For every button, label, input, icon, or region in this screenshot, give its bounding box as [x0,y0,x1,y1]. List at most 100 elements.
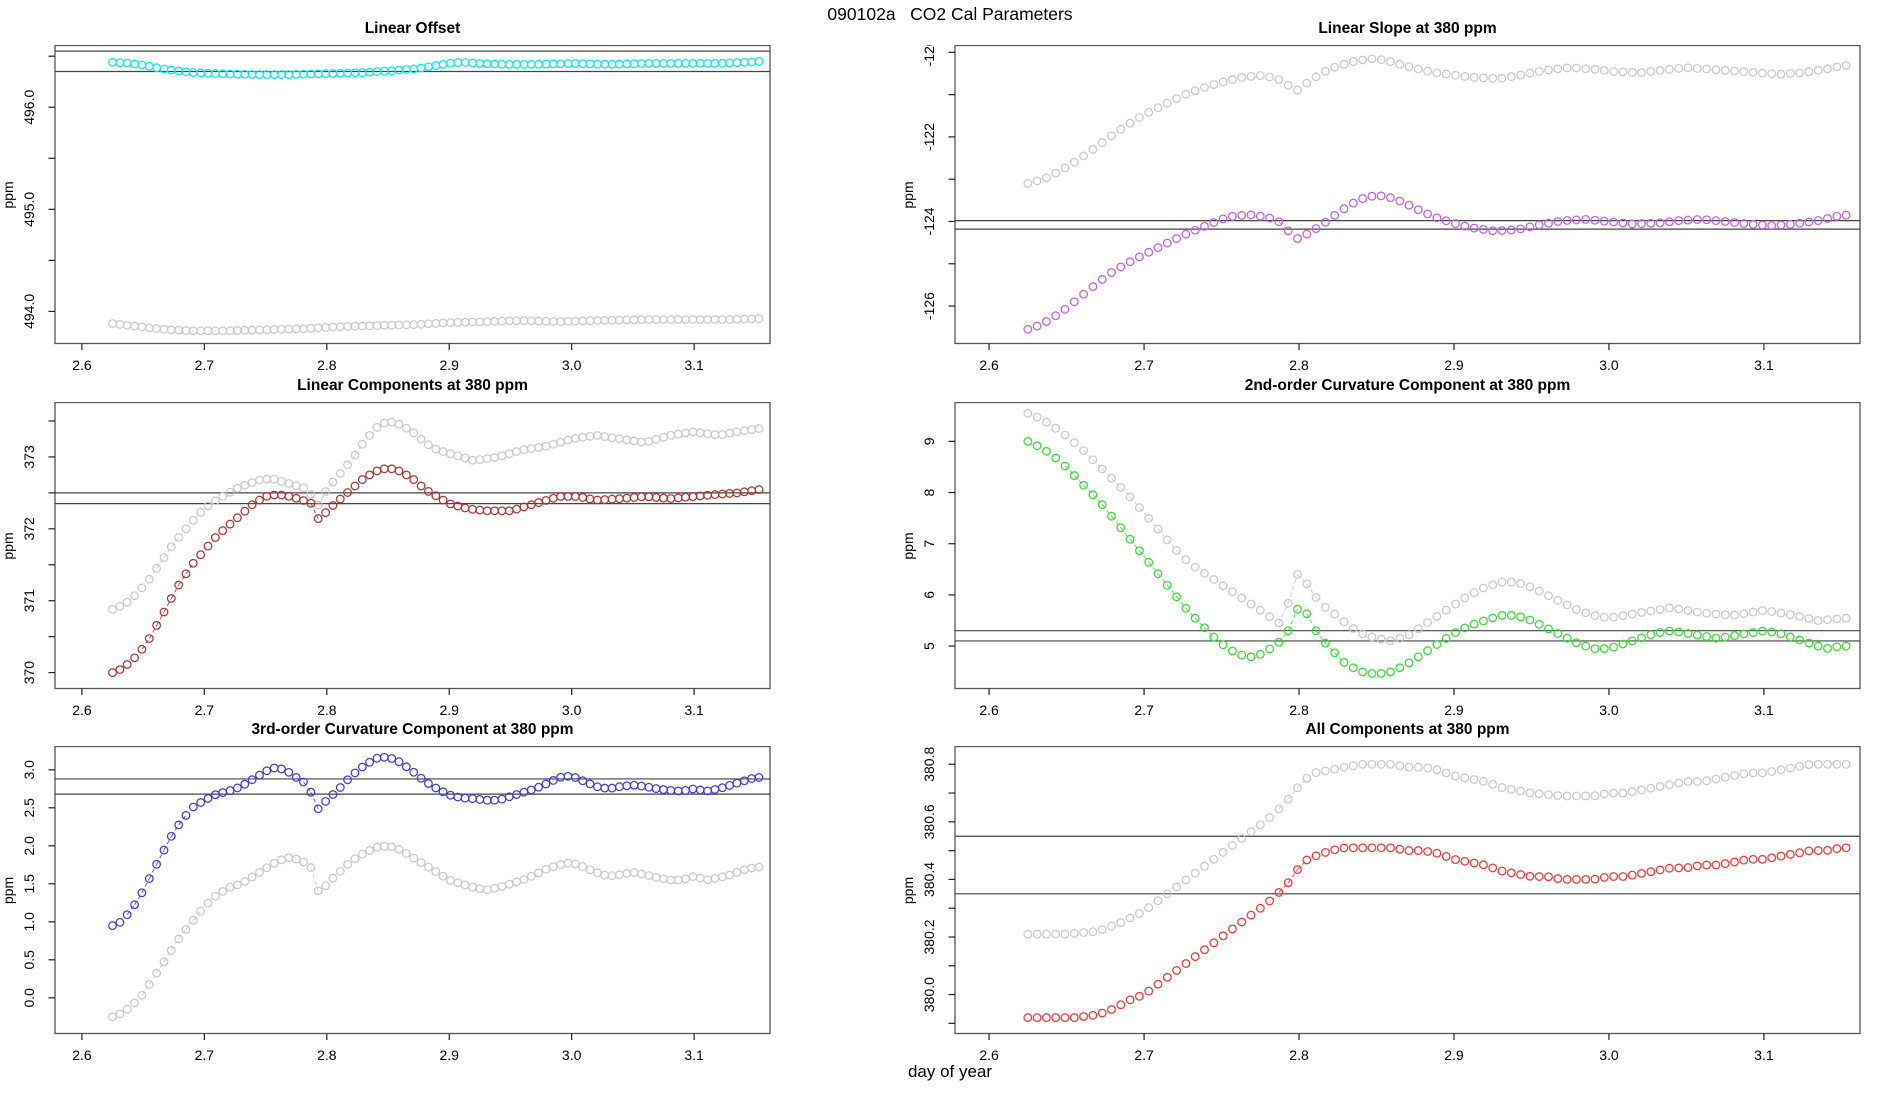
data-point [1562,63,1572,73]
data-point [1627,219,1637,229]
data-point [1097,925,1107,934]
data-point [1069,157,1079,167]
x-tick-label: 3.1 [684,357,704,373]
data-point [1488,779,1498,789]
panel-title: Linear Slope at 380 ppm [1318,20,1497,37]
plot-2nd-order-curvature: 2.6 2.7 2.8 2.9 3.0 3.1 5 6 7 8 9 ppm [900,402,1861,718]
data-point [431,867,441,877]
axis-ticks: 2.6 2.7 2.8 2.9 3.0 3.1 5 6 7 8 9 [921,437,1774,718]
data-point [1804,638,1814,648]
series-connector [148,625,158,639]
data-point [666,875,676,885]
data-point [578,492,588,502]
data-point [1720,632,1730,642]
data-point [490,506,499,516]
data-point [438,871,448,881]
data-point [1041,929,1051,939]
data-point [475,794,485,804]
data-point [666,58,676,68]
data-point [1432,765,1442,775]
data-point [1358,759,1368,769]
data-point [1172,545,1182,555]
data-point [497,59,507,69]
data-point [1311,72,1321,82]
data-point [372,321,382,331]
series-connector [1287,787,1298,800]
data-point [490,59,499,69]
data-point [137,888,147,898]
data-point [512,504,522,514]
data-point [1302,78,1312,88]
data-point [1116,262,1126,272]
data-point [453,317,463,327]
data-point [1488,580,1498,590]
data-point [313,500,323,510]
data-point [1525,582,1535,592]
data-point [306,498,316,508]
x-tick-label: 2.6 [72,1047,92,1063]
data-point [651,872,661,882]
data-point [739,865,749,875]
data-point [1144,513,1154,523]
data-point [1683,63,1693,73]
data-point [556,492,566,501]
data-point [152,63,162,73]
data-point [1134,908,1144,918]
series-connector [1129,538,1140,552]
data-point [1451,599,1460,609]
data-point [1162,98,1172,108]
data-point [644,782,654,792]
data-point [1711,633,1721,643]
data-point [438,447,448,456]
data-point [357,321,367,331]
data-point [1116,1000,1126,1010]
data-point [1525,615,1535,625]
series-connector [1315,630,1326,644]
data-point [1302,609,1312,619]
data-point [725,58,735,68]
data-point [570,433,580,443]
data-point [1674,778,1684,788]
data-point [1348,843,1358,853]
data-point [335,68,345,78]
data-point [166,542,176,552]
series-cal-slope [1023,191,1851,334]
data-point [1200,861,1209,871]
data-point [423,486,433,496]
data-point [137,583,147,593]
data-point [174,533,184,542]
data-point [1358,843,1368,853]
data-point [1451,855,1460,865]
data-point [1804,67,1814,77]
data-point [1395,844,1405,854]
data-point [475,884,485,894]
data-point [210,326,220,336]
data-point [1590,644,1600,654]
data-point [1051,168,1061,178]
data-point [379,418,389,428]
data-point [423,862,433,872]
data-point [681,315,690,324]
data-point [1664,626,1674,636]
data-point [1413,652,1423,662]
data-point [372,753,382,763]
data-point [1246,652,1256,662]
data-point [1051,1013,1061,1023]
data-point [1609,217,1619,227]
data-point [1637,785,1646,795]
data-point [710,430,720,440]
data-point [255,475,264,485]
data-point [622,435,632,445]
data-point [350,321,360,331]
panel-title: All Components at 380 ppm [1305,721,1510,738]
data-point [1730,66,1739,76]
series-cal-offset [108,56,764,80]
series-connector [170,824,180,837]
y-tick-label: 380.6 [921,804,937,839]
data-point [1478,616,1488,626]
data-point [328,68,338,78]
data-point [335,494,345,504]
data-point [1590,611,1600,621]
reference-lines [955,220,1860,230]
data-point [1088,144,1098,154]
